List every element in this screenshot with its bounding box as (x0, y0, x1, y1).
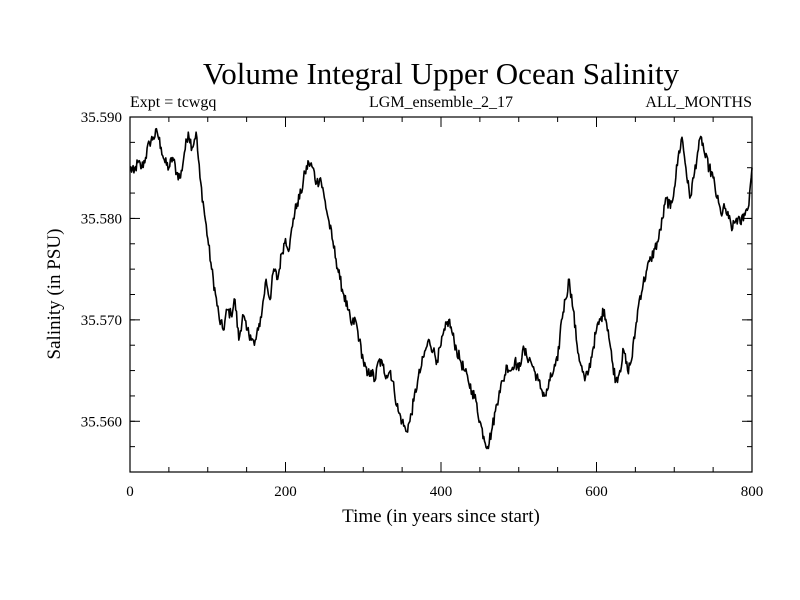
chart-title: Volume Integral Upper Ocean Salinity (203, 56, 680, 91)
y-tick-label: 35.570 (81, 313, 122, 329)
subtitle-experiment: Expt = tcwgq (130, 94, 216, 111)
salinity-series-line (129, 127, 753, 450)
y-tick-label: 35.580 (81, 211, 122, 227)
x-tick-label: 200 (274, 484, 297, 500)
subtitle-months: ALL_MONTHS (645, 94, 752, 111)
axis-tick-labels: 0 200 400 600 800 35.560 35.570 35.580 35.590 (81, 110, 764, 500)
x-tick-label: 400 (430, 484, 453, 500)
y-axis-label: Salinity (in PSU) (44, 229, 65, 360)
y-tick-label: 35.560 (81, 414, 122, 430)
plot-frame (129, 116, 753, 473)
y-tick-label: 35.590 (81, 110, 122, 126)
x-tick-label: 800 (741, 484, 764, 500)
x-tick-label: 600 (585, 484, 608, 500)
axis-ticks (129, 116, 753, 473)
subtitle-ensemble: LGM_ensemble_2_17 (369, 94, 513, 111)
x-tick-label: 0 (126, 484, 134, 500)
x-axis-label: Time (in years since start) (342, 506, 540, 527)
